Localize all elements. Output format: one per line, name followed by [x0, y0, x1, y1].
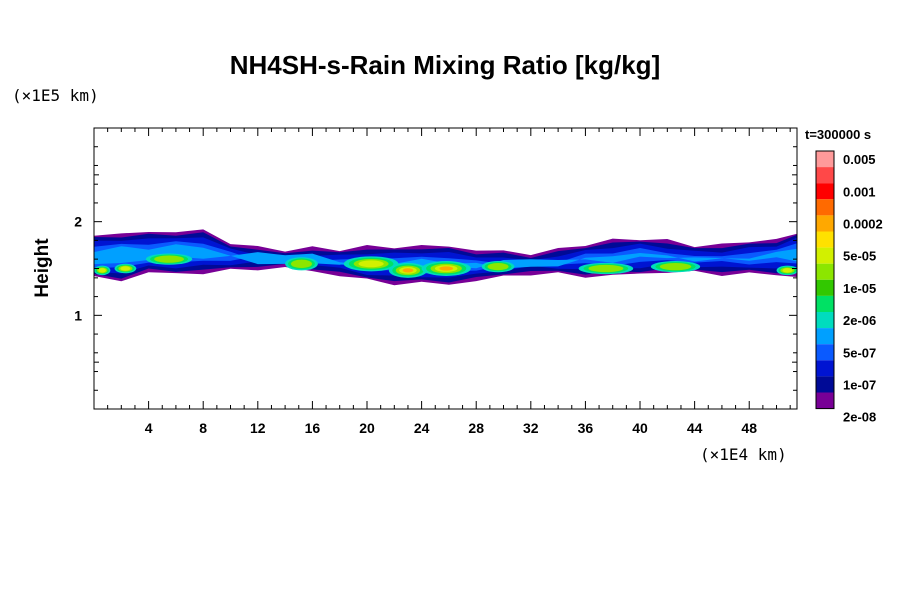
colorbar-segment [816, 344, 834, 361]
core-contour [120, 266, 131, 271]
colorbar-segment [816, 151, 834, 168]
y-tick-label: 1 [74, 307, 82, 323]
colorbar-segment [816, 376, 834, 393]
core-contour [358, 260, 384, 268]
mixing-ratio-field [94, 229, 797, 286]
core-contour [290, 259, 312, 269]
y-axis: 12 [74, 146, 797, 391]
core-contour [659, 263, 692, 271]
core-contour [439, 266, 454, 271]
colorbar-label: 2e-06 [843, 313, 876, 328]
x-tick-label: 20 [359, 420, 375, 436]
x-tick-label: 24 [414, 420, 430, 436]
time-label: t=300000 s [805, 127, 871, 142]
colorbar-segment [816, 199, 834, 216]
x-tick-label: 12 [250, 420, 266, 436]
colorbar-segment [816, 183, 834, 200]
colorbar-label: 0.001 [843, 184, 876, 199]
core-contour [588, 264, 624, 273]
colorbar-label: 0.0002 [843, 217, 883, 232]
colorbar-segment [816, 167, 834, 184]
colorbar: 0.005 0.001 0.0002 5e-05 1e-05 2e-06 5e-07 1e-0… [815, 150, 883, 425]
colorbar-segment [816, 247, 834, 264]
core-contour [98, 268, 106, 273]
colorbar-label: 2e-08 [843, 410, 876, 425]
colorbar-segment [816, 279, 834, 296]
colorbar-segment [816, 215, 834, 232]
colorbar-segment [816, 263, 834, 280]
colorbar-segment [816, 231, 834, 248]
x-axis: 4 8 12 16 20 24 28 32 36 40 44 48 [107, 128, 791, 436]
colorbar-segment [816, 392, 834, 409]
colorbar-segment [816, 360, 834, 377]
colorbar-segment [816, 312, 834, 329]
x-tick-label: 40 [632, 420, 648, 436]
x-tick-label: 28 [468, 420, 484, 436]
colorbar-frame [815, 150, 835, 410]
colorbar-label: 5e-05 [843, 249, 876, 264]
colorbar-label: 0.005 [843, 152, 876, 167]
colorbar-label: 5e-07 [843, 345, 876, 360]
core-contour [782, 268, 793, 273]
x-tick-label: 36 [578, 420, 594, 436]
x-tick-label: 8 [199, 420, 207, 436]
colorbar-segment [816, 295, 834, 312]
contour-band [94, 244, 797, 270]
colorbar-label: 1e-07 [843, 378, 876, 393]
core-contour [487, 263, 509, 271]
y-unit-label: (×1E5 km) [12, 86, 99, 105]
x-tick-label: 16 [305, 420, 321, 436]
x-tick-label: 32 [523, 420, 539, 436]
plot-area: 4 8 12 16 20 24 28 32 36 40 44 48 12 [74, 127, 798, 436]
colorbar-label: 1e-05 [843, 281, 876, 296]
x-tick-label: 44 [687, 420, 703, 436]
colorbar-segment [816, 328, 834, 345]
y-axis-label: Height [32, 238, 53, 298]
core-contour [402, 268, 414, 273]
x-unit-label: (×1E4 km) [700, 445, 787, 464]
y-tick-label: 2 [74, 214, 82, 230]
x-tick-label: 48 [741, 420, 757, 436]
core-contour [154, 255, 184, 263]
x-tick-label: 4 [145, 420, 153, 436]
chart-title: NH4SH-s-Rain Mixing Ratio [kg/kg] [230, 50, 660, 80]
